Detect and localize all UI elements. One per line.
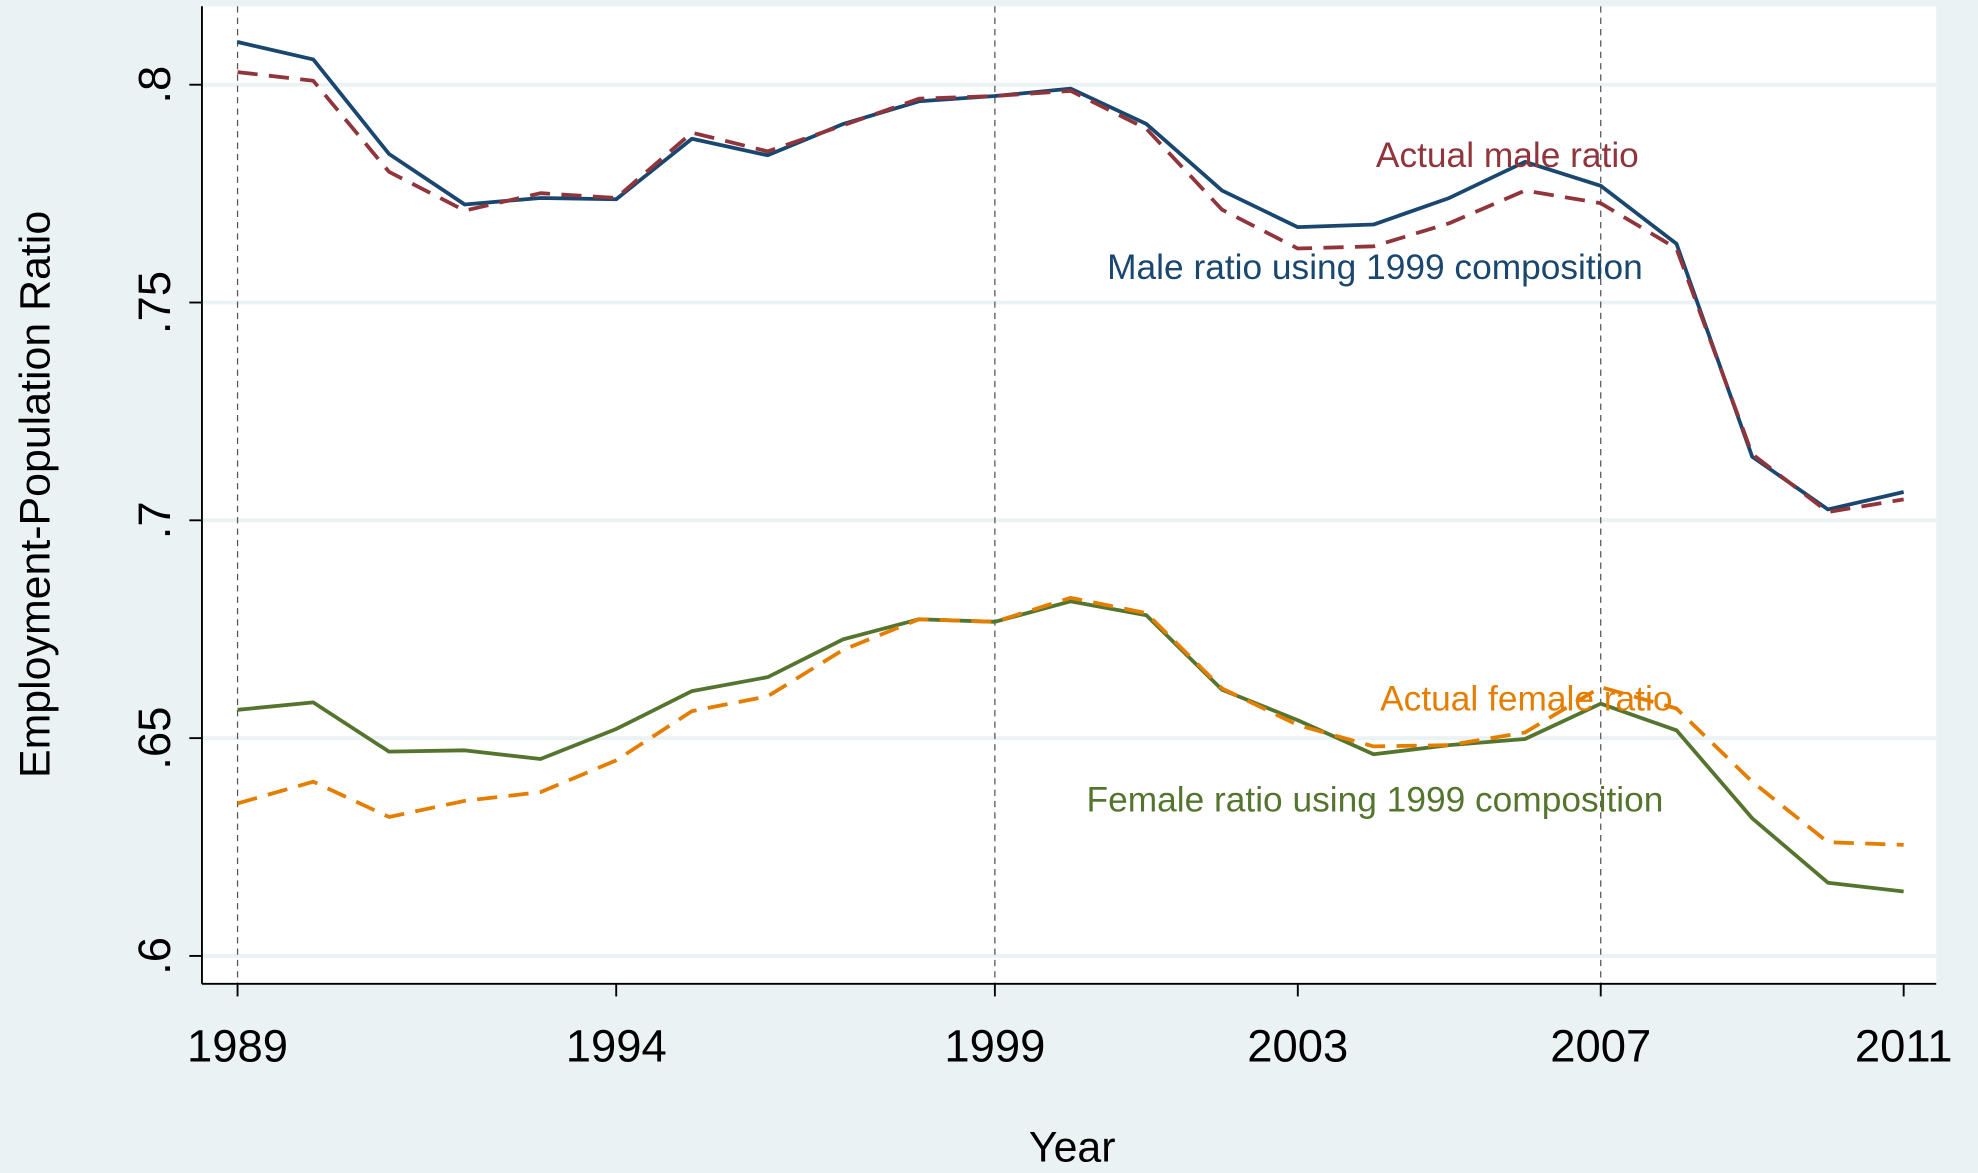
series-line xyxy=(237,70,1904,514)
y-tick-label: .65 xyxy=(129,707,180,770)
y-tick-label: .7 xyxy=(129,501,180,539)
series-line xyxy=(237,595,1904,847)
y-axis-title: Employment-Population Ratio xyxy=(11,211,59,778)
series-label: Female ratio using 1999 composition xyxy=(1087,781,1664,820)
x-tick-label: 2007 xyxy=(1550,1020,1651,1071)
plot-area xyxy=(201,6,1937,984)
series-label: Male ratio using 1999 composition xyxy=(1107,248,1643,287)
y-tick-label: .75 xyxy=(129,271,180,334)
series-label: Actual female ratio xyxy=(1380,680,1672,719)
y-tick-label: .6 xyxy=(129,937,180,975)
x-tick-label: 1989 xyxy=(187,1020,288,1071)
x-tick-label: 2003 xyxy=(1247,1020,1348,1071)
x-tick-label: 1994 xyxy=(566,1020,667,1071)
series-label: Actual male ratio xyxy=(1376,136,1639,175)
y-tick-label: .8 xyxy=(129,66,180,104)
series-line xyxy=(237,599,1904,894)
x-tick-label: 1999 xyxy=(944,1020,1045,1071)
x-tick-label: 2011 xyxy=(1855,1020,1953,1071)
x-axis-title: Year xyxy=(1029,1124,1116,1172)
